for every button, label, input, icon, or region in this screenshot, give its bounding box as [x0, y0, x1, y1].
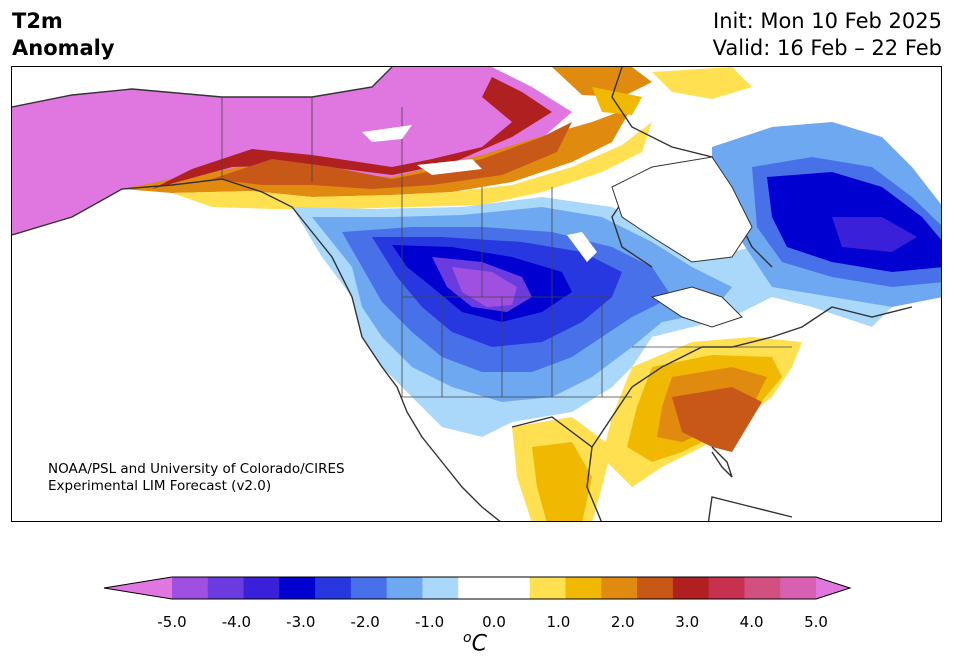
colorbar-cell	[601, 577, 638, 599]
credit-text: NOAA/PSL and University of Colorado/CIRE…	[48, 461, 345, 495]
hudson-bay	[611, 156, 753, 263]
map-title: T2m Anomaly	[12, 8, 115, 62]
colorbar-tick-label: 2.0	[610, 613, 635, 631]
credit-line-2: Experimental LIM Forecast (v2.0)	[48, 478, 272, 494]
colorbar-cell	[243, 577, 280, 599]
colorbar-cell	[386, 577, 423, 599]
colorbar-tick-label: 0.0	[482, 613, 506, 631]
arctic-warm-patch-3	[592, 87, 642, 115]
colorbar-cell	[279, 577, 316, 599]
colorbar-cell	[816, 577, 850, 599]
colorbar-tick-label: -1.0	[414, 613, 445, 631]
title-line-1: T2m	[12, 9, 63, 33]
colorbar-tick-label: 5.0	[804, 613, 828, 631]
colorbar-cell	[494, 577, 531, 599]
colorbar-tick-label: -2.0	[350, 613, 380, 631]
colorbar-cell	[672, 577, 710, 599]
colorbar-cell	[529, 577, 567, 599]
colorbar-cell	[458, 577, 495, 599]
eastern-canada-cold-center	[832, 217, 917, 252]
arctic-warm-patch-1	[552, 67, 652, 97]
colorbar-cell	[104, 577, 172, 599]
colorbar-cell	[422, 577, 459, 599]
colorbar-tick-label: 4.0	[739, 613, 764, 631]
colorbar	[103, 576, 852, 600]
lake-winnipeg	[567, 232, 597, 262]
colorbar-tick-label: -4.0	[221, 613, 252, 631]
map-canvas	[12, 67, 941, 521]
warm-band-yellow	[172, 122, 652, 209]
anomaly-map	[11, 66, 942, 522]
colorbar-cell	[172, 577, 209, 599]
colorbar-tick-label: 1.0	[546, 613, 571, 631]
colorbar-cell	[315, 577, 352, 599]
great-bear-lake	[362, 125, 412, 142]
colorbar-cell	[637, 577, 674, 599]
colorbar-cell	[744, 577, 781, 599]
colorbar-cell	[780, 577, 817, 599]
colorbar-outline	[103, 576, 852, 600]
colorbar-tick-label: -3.0	[286, 613, 316, 631]
colorbar-tick-label: 3.0	[675, 613, 700, 631]
colorbar-cells	[104, 577, 850, 599]
mexico-warm-gold	[532, 442, 592, 521]
unit-base: C	[471, 631, 487, 657]
unit-degree: o	[463, 630, 472, 646]
alaska-anomaly-region	[12, 67, 572, 235]
southeast-warm-core	[672, 387, 762, 452]
colorbar-cell	[708, 577, 745, 599]
warm-band-red	[152, 77, 552, 189]
init-date: Init: Mon 10 Feb 2025	[713, 9, 942, 33]
credit-line-1: NOAA/PSL and University of Colorado/CIRE…	[48, 461, 345, 477]
title-line-2: Anomaly	[12, 36, 115, 60]
valid-range: Valid: 16 Feb – 22 Feb	[712, 36, 942, 60]
great-lakes	[650, 286, 743, 328]
great-slave-lake	[417, 159, 482, 175]
colorbar-unit: oC	[463, 630, 487, 656]
colorbar-tick-label: -5.0	[157, 613, 187, 631]
warm-band-orange	[212, 122, 572, 189]
forecast-dates: Init: Mon 10 Feb 2025 Valid: 16 Feb – 22…	[713, 8, 942, 62]
arctic-warm-patch-2	[652, 67, 752, 99]
colorbar-cell	[565, 577, 602, 599]
political-boundaries	[221, 97, 792, 398]
colorbar-cell	[207, 577, 245, 599]
colorbar-cell	[350, 577, 388, 599]
